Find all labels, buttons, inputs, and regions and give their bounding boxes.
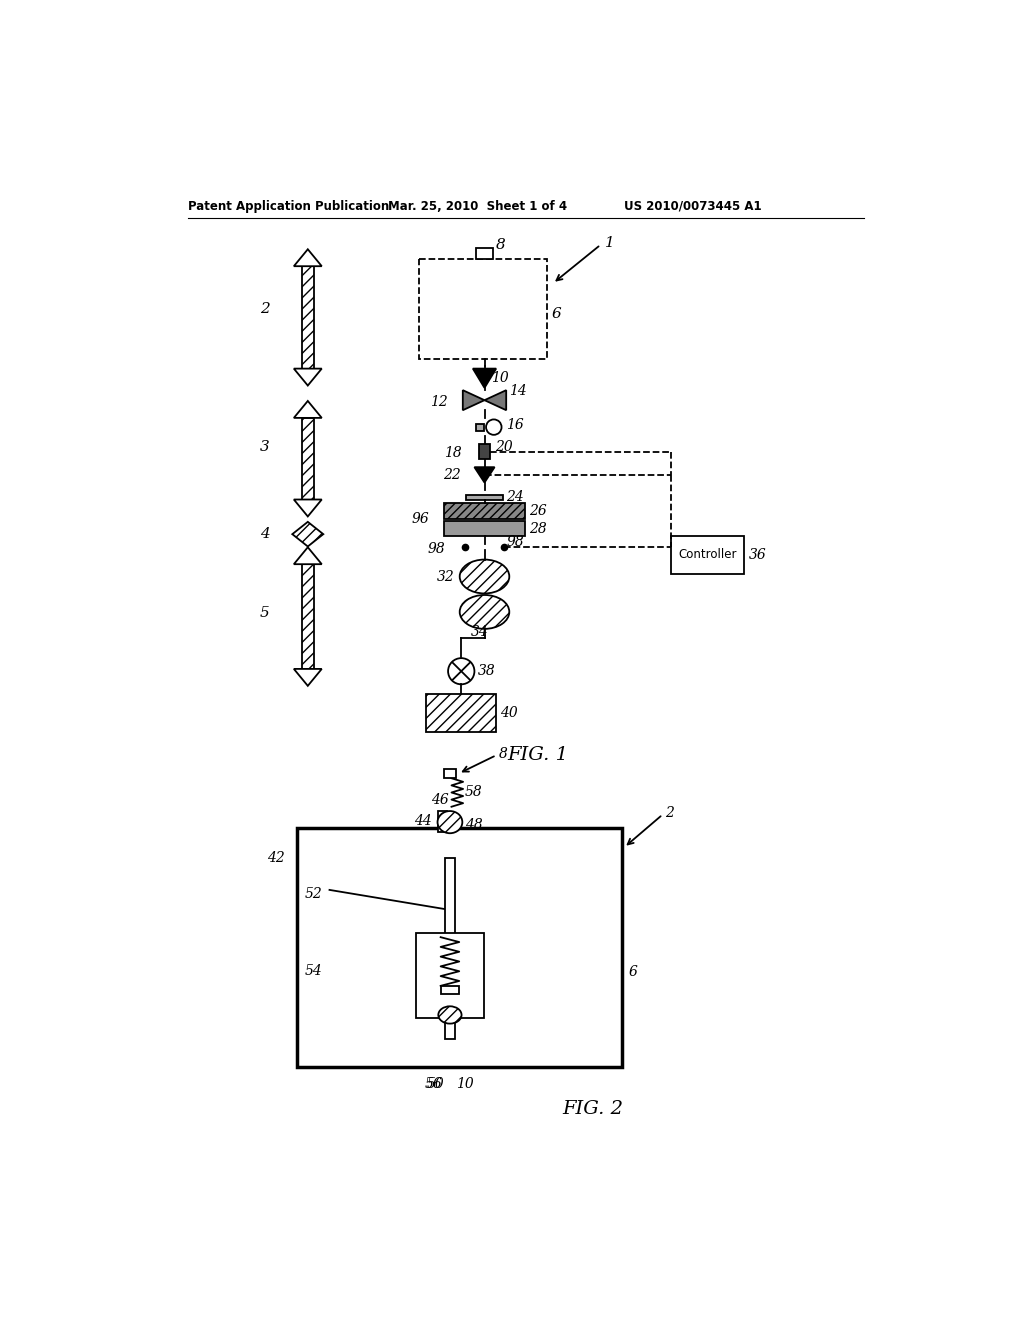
Text: 34: 34 <box>471 624 488 639</box>
Bar <box>443 770 456 779</box>
Ellipse shape <box>460 595 509 628</box>
Bar <box>445 858 455 1039</box>
Text: 48: 48 <box>465 818 482 832</box>
Bar <box>476 248 493 259</box>
Bar <box>475 424 484 430</box>
Text: 10: 10 <box>456 1077 474 1090</box>
Polygon shape <box>294 499 322 516</box>
Polygon shape <box>473 368 496 388</box>
Ellipse shape <box>460 560 509 594</box>
Text: 46: 46 <box>431 793 450 807</box>
Bar <box>419 259 547 359</box>
Text: Controller: Controller <box>678 548 736 561</box>
Text: 40: 40 <box>500 706 518 719</box>
Text: 6: 6 <box>629 965 638 978</box>
Polygon shape <box>302 267 314 368</box>
Text: FIG. 2: FIG. 2 <box>562 1101 623 1118</box>
Text: 8: 8 <box>496 239 505 252</box>
Bar <box>299 830 621 1065</box>
Text: 96: 96 <box>412 512 429 525</box>
Ellipse shape <box>437 810 462 833</box>
Polygon shape <box>474 467 495 483</box>
Text: 12: 12 <box>430 395 449 409</box>
Bar <box>443 521 525 536</box>
Circle shape <box>486 420 502 434</box>
Text: 6: 6 <box>551 306 561 321</box>
Bar <box>297 829 623 1067</box>
Bar <box>416 933 484 1018</box>
Text: 14: 14 <box>509 384 527 397</box>
Polygon shape <box>292 521 324 546</box>
Text: 38: 38 <box>477 664 496 678</box>
Text: 36: 36 <box>749 548 767 562</box>
Polygon shape <box>294 548 322 564</box>
Bar <box>437 810 446 832</box>
Polygon shape <box>302 564 314 669</box>
Text: 20: 20 <box>495 440 512 454</box>
Text: 32: 32 <box>436 569 455 583</box>
Text: US 2010/0073445 A1: US 2010/0073445 A1 <box>624 199 762 213</box>
Bar <box>466 495 503 499</box>
Text: 98: 98 <box>507 535 524 549</box>
Text: 3: 3 <box>260 440 269 454</box>
Text: 24: 24 <box>506 490 524 504</box>
Text: 28: 28 <box>529 521 547 536</box>
Text: 2: 2 <box>260 301 269 315</box>
Text: 22: 22 <box>443 467 461 482</box>
Text: 54: 54 <box>305 965 323 978</box>
Text: Mar. 25, 2010  Sheet 1 of 4: Mar. 25, 2010 Sheet 1 of 4 <box>388 199 566 213</box>
Bar <box>426 693 496 733</box>
Polygon shape <box>484 391 506 411</box>
Text: 52: 52 <box>305 887 323 900</box>
Polygon shape <box>294 401 322 418</box>
Text: 26: 26 <box>529 504 547 517</box>
Polygon shape <box>294 669 322 686</box>
Text: 50: 50 <box>427 1077 444 1090</box>
Text: 1: 1 <box>604 236 614 249</box>
Ellipse shape <box>438 1006 462 1023</box>
Bar <box>440 986 459 994</box>
Text: FIG. 1: FIG. 1 <box>508 746 568 764</box>
Bar <box>443 503 525 519</box>
Text: 8: 8 <box>499 747 508 760</box>
Text: 4: 4 <box>260 527 269 541</box>
Text: 42: 42 <box>267 850 286 865</box>
Text: 18: 18 <box>444 446 462 461</box>
Text: 98: 98 <box>428 541 445 556</box>
Text: 58: 58 <box>465 785 482 800</box>
Polygon shape <box>294 249 322 267</box>
Text: 56: 56 <box>424 1077 442 1090</box>
Text: Patent Application Publication: Patent Application Publication <box>188 199 390 213</box>
Bar <box>671 536 744 574</box>
Text: 44: 44 <box>415 814 432 829</box>
Polygon shape <box>463 391 484 411</box>
Text: 16: 16 <box>506 418 524 432</box>
Polygon shape <box>302 418 314 499</box>
Text: 2: 2 <box>665 807 674 820</box>
Polygon shape <box>294 368 322 385</box>
Circle shape <box>449 659 474 684</box>
Text: 10: 10 <box>490 371 509 385</box>
Bar <box>479 444 489 459</box>
Text: 5: 5 <box>260 606 269 619</box>
